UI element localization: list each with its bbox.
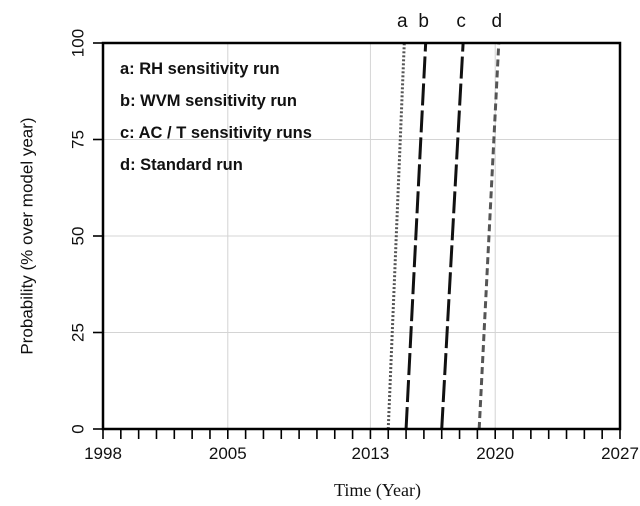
x-tick-label: 2020 — [476, 444, 514, 463]
y-tick-label: 75 — [69, 130, 88, 149]
legend: a: RH sensitivity run b: WVM sensitivity … — [120, 60, 312, 174]
y-tick-label: 25 — [69, 323, 88, 342]
x-tick-label: 1998 — [84, 444, 122, 463]
series-line-d — [477, 42, 501, 430]
x-tick-label: 2005 — [209, 444, 247, 463]
series-line-a — [386, 42, 406, 430]
y-axis-title: Probability (% over model year) — [18, 117, 37, 354]
legend-entry: a: RH sensitivity run — [120, 60, 280, 78]
series-lines — [386, 42, 501, 430]
series-line-c — [440, 42, 465, 430]
y-tick-label: 0 — [69, 424, 88, 433]
y-tick-label: 50 — [69, 227, 88, 246]
x-tick-label: 2013 — [351, 444, 389, 463]
plot-area-frame — [101, 41, 622, 431]
legend-entry: d: Standard run — [120, 156, 243, 174]
series-label-a: a — [397, 11, 408, 32]
series-line-b — [404, 42, 428, 430]
legend-entry: c: AC / T sensitivity runs — [120, 124, 312, 142]
series-label-b: b — [418, 11, 429, 32]
series-label-c: c — [456, 11, 466, 32]
y-tick-label: 100 — [69, 29, 88, 57]
series-label-d: d — [491, 11, 502, 32]
x-axis-ticks: 1998 2005 2013 2020 2027 — [84, 430, 639, 463]
x-axis-title: Time (Year) — [334, 480, 421, 501]
legend-entry: b: WVM sensitivity run — [120, 92, 297, 110]
y-axis-ticks: 0 25 50 75 100 — [69, 29, 102, 434]
x-tick-label: 2027 — [601, 444, 639, 463]
